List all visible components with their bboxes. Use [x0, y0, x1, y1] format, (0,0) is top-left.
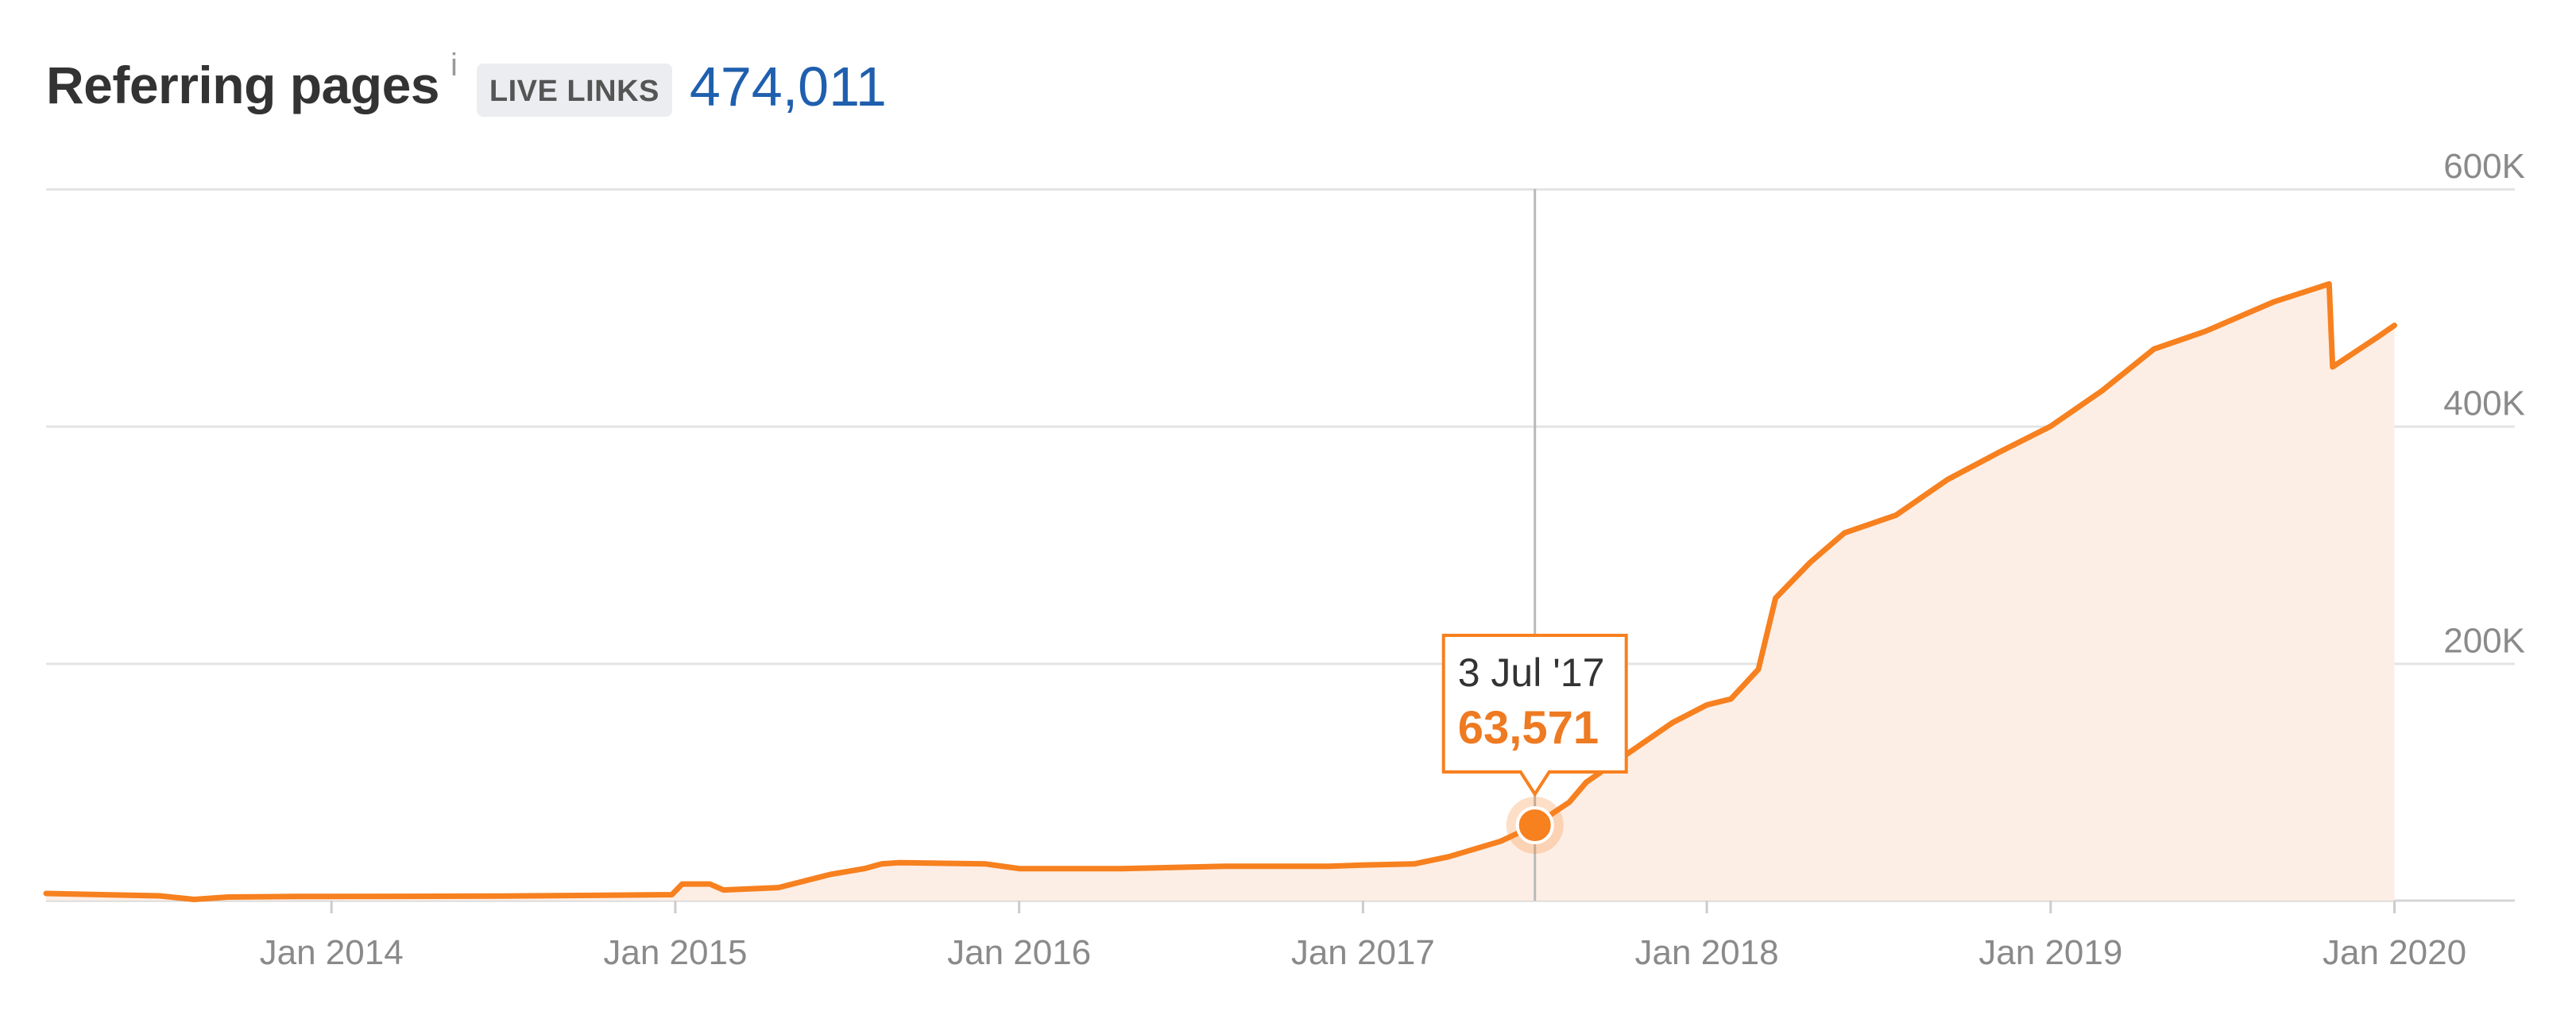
- x-tick-label: Jan 2020: [2323, 933, 2466, 972]
- series-line-layer: [43, 281, 2397, 902]
- y-tick-label: 600K: [2443, 147, 2525, 186]
- x-tick-label: Jan 2017: [1291, 933, 1435, 972]
- y-tick-label: 200K: [2443, 621, 2525, 660]
- hover-point: [1515, 806, 1554, 845]
- x-tick-label: Jan 2016: [947, 933, 1091, 972]
- referring-pages-count: 474,011: [689, 56, 887, 118]
- tooltip-value: 63,571: [1458, 702, 1599, 754]
- series-area: [46, 284, 2395, 901]
- x-tick-label: Jan 2018: [1635, 933, 1779, 972]
- chart-title: Referring pages: [46, 56, 439, 114]
- x-axis-ticks: Jan 2014 Jan 2015 Jan 2016 Jan 2017 Jan 2018…: [260, 901, 2466, 972]
- y-axis-labels: 200K 400K 600K: [2443, 147, 2525, 660]
- tooltip-date: 3 Jul '17: [1458, 650, 1605, 695]
- chart-header: Referring pages i LIVE LINKS 474,011: [46, 41, 887, 129]
- series-line: [43, 281, 2397, 902]
- y-tick-label: 400K: [2443, 384, 2525, 423]
- info-icon[interactable]: i: [450, 48, 458, 83]
- tooltip-box: [1441, 634, 1628, 797]
- x-tick-label: Jan 2014: [260, 933, 404, 972]
- area-fill-layer: [46, 284, 2395, 901]
- x-tick-label: Jan 2015: [603, 933, 747, 972]
- live-links-badge[interactable]: LIVE LINKS: [476, 63, 672, 117]
- hover-layer[interactable]: 3 Jul '17 63,571: [1441, 189, 1628, 901]
- x-tick-label: Jan 2019: [1978, 933, 2122, 972]
